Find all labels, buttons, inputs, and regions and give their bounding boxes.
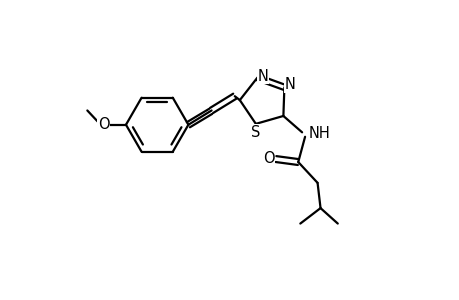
Text: N: N bbox=[284, 77, 295, 92]
Text: O: O bbox=[262, 151, 274, 166]
Text: O: O bbox=[98, 117, 109, 132]
Text: S: S bbox=[251, 125, 260, 140]
Text: N: N bbox=[257, 68, 268, 83]
Text: NH: NH bbox=[308, 126, 330, 141]
